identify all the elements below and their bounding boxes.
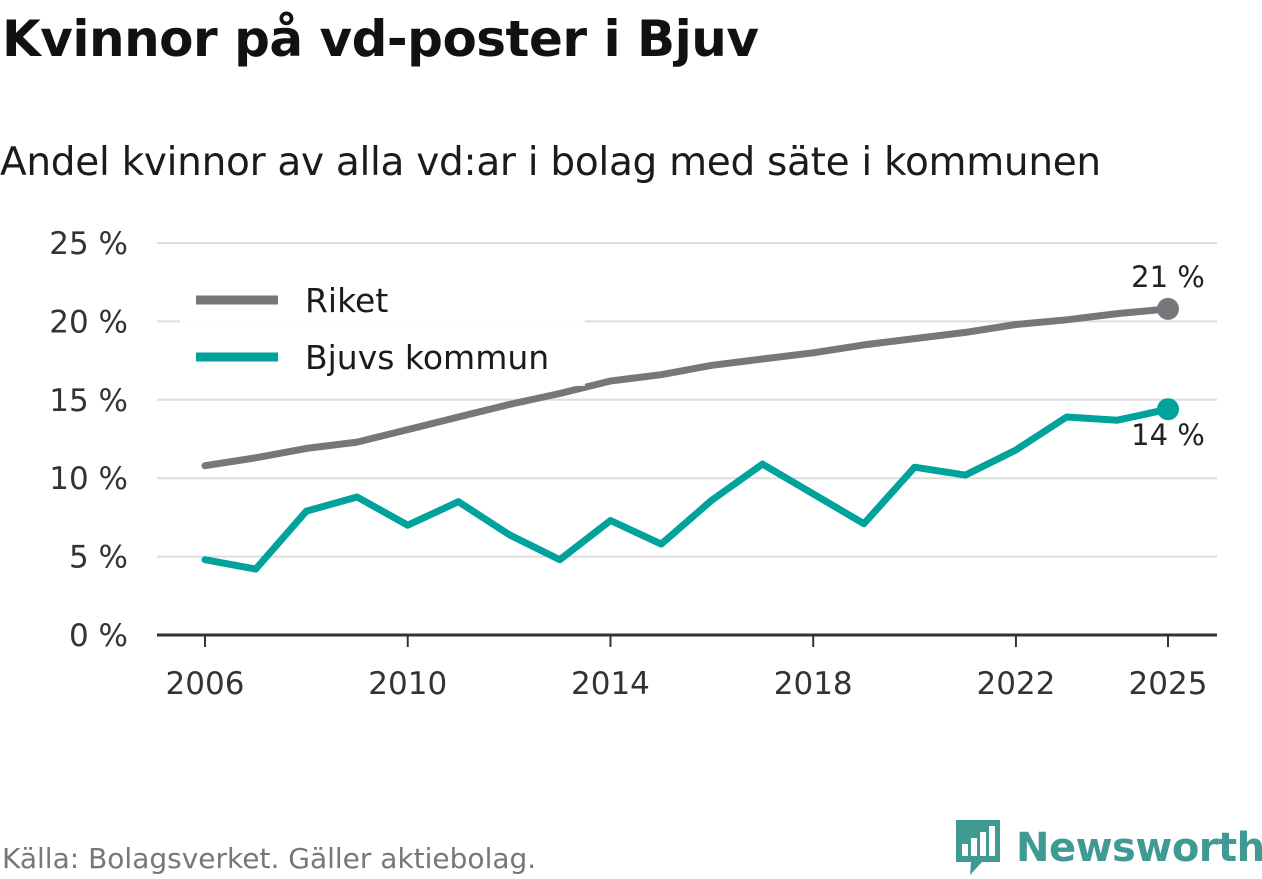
y-tick-label: 5 % — [69, 540, 128, 576]
series-line-kommun — [201, 405, 1172, 573]
y-tick-label: 15 % — [49, 383, 128, 419]
end-label-kommun: 14 % — [1131, 418, 1205, 452]
source-note: Källa: Bolagsverket. Gäller aktiebolag. — [2, 842, 537, 875]
x-tick-label: 2025 — [1129, 666, 1208, 702]
brand-name: Newsworthy — [1016, 825, 1262, 871]
brand-logo: Newsworthy — [952, 818, 1262, 878]
x-tick-label: 2018 — [774, 666, 853, 702]
y-tick-label: 0 % — [69, 618, 128, 654]
x-axis: 2006 2010 2014 2018 2022 2025 — [157, 633, 1217, 702]
x-tick-label: 2022 — [976, 666, 1055, 702]
legend-label-riket: Riket — [305, 281, 388, 320]
end-label-riket: 21 % — [1131, 260, 1205, 294]
x-tick-label: 2010 — [368, 666, 447, 702]
legend: Riket Bjuvs kommun — [180, 268, 585, 386]
y-tick-label: 10 % — [49, 461, 128, 497]
x-tick-label: 2014 — [571, 666, 650, 702]
end-marker-riket — [1157, 297, 1179, 320]
y-tick-label: 20 % — [49, 304, 128, 340]
x-tick-label: 2006 — [166, 666, 245, 702]
legend-label-kommun: Bjuvs kommun — [305, 338, 549, 377]
y-tick-label: 25 % — [49, 226, 128, 262]
y-tick-labels: 0 % 5 % 10 % 15 % 20 % 25 % — [49, 226, 128, 654]
series-line-riket — [201, 305, 1172, 470]
chart-subtitle: Andel kvinnor av alla vd:ar i bolag med … — [0, 140, 1101, 185]
newsworthy-logo-icon — [956, 820, 1000, 875]
legend-background — [180, 268, 585, 386]
end-marker-kommun — [1157, 398, 1179, 421]
chart-title: Kvinnor på vd-poster i Bjuv — [2, 10, 759, 68]
end-markers — [1157, 297, 1179, 421]
series-lines — [201, 305, 1172, 573]
